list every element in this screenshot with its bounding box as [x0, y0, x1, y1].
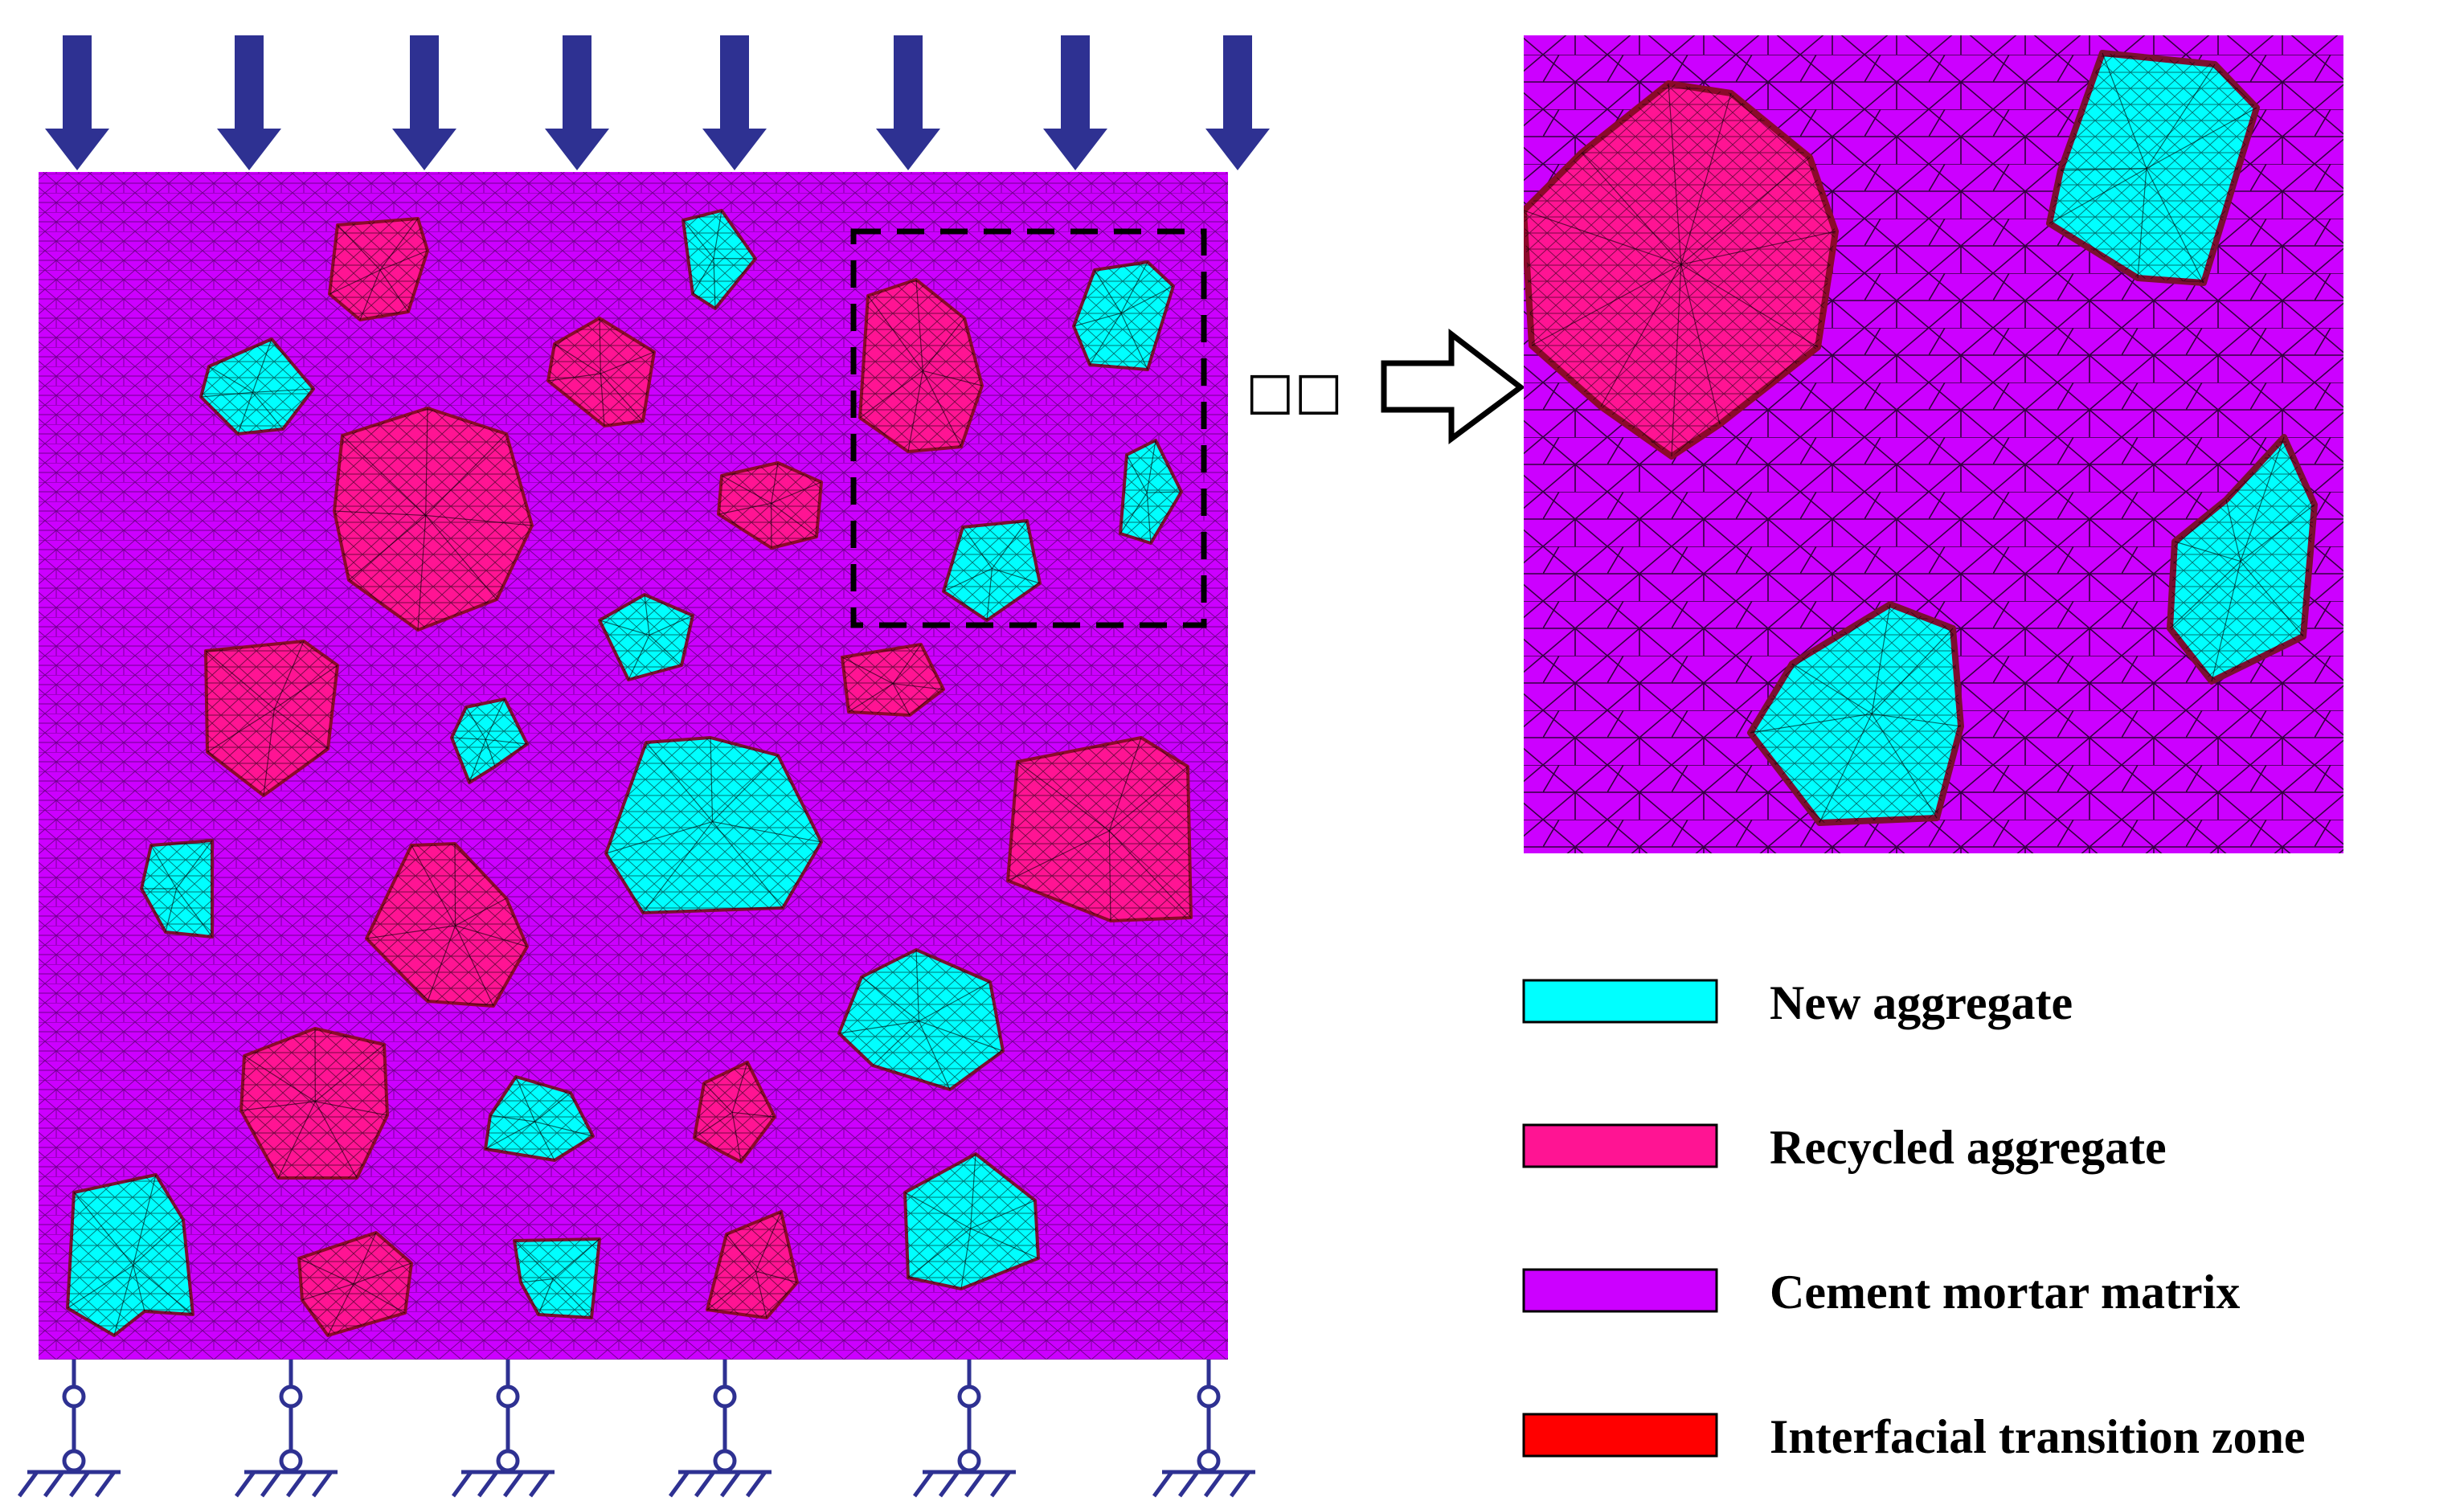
recycled-aggregate-20 [239, 1027, 389, 1180]
new-aggregate-19 [837, 948, 1005, 1091]
recycled-aggregate-25 [297, 1231, 413, 1337]
new-aggregate-26-mesh [514, 1239, 600, 1318]
recycled-aggregate-8-mesh [718, 463, 821, 548]
legend-item-new-aggregate: New aggregate [1522, 976, 2073, 1029]
recycled-aggregate-27 [706, 1210, 799, 1319]
zoom-arrow-icon [1381, 328, 1525, 444]
recycled-aggregate-1 [328, 217, 429, 321]
new-aggregate-24-mesh [68, 1175, 193, 1335]
new-aggregate-21 [484, 1075, 595, 1162]
recycled-aggregate-25-mesh [299, 1233, 411, 1335]
roller-support-icon [17, 1360, 121, 1498]
zoom-new-aggregate-3 [2167, 434, 2318, 685]
recycled-aggregate-6 [858, 278, 984, 453]
zoom-new-aggregate-2 [2046, 50, 2260, 286]
recycled-aggregate-16 [1006, 736, 1193, 922]
legend-swatch [1522, 1268, 1718, 1313]
recycled-aggregate-12 [841, 643, 945, 717]
legend-label: New aggregate [1770, 976, 2073, 1029]
new-aggregate-24 [66, 1173, 194, 1337]
roller-supports [17, 1360, 1255, 1498]
legend-swatch [1522, 1413, 1718, 1458]
new-aggregate-2 [681, 209, 757, 310]
recycled-aggregate-16-mesh [1008, 738, 1191, 921]
recycled-aggregate-13 [204, 640, 339, 797]
new-aggregate-11 [598, 593, 694, 681]
recycled-aggregate-3 [546, 317, 656, 427]
recycled-aggregate-5-mesh [334, 408, 532, 630]
zoom-aggregates [1524, 50, 2318, 826]
zoom-new-aggregate-4 [1747, 601, 1964, 826]
new-aggregate-7 [1072, 260, 1175, 371]
recycled-aggregate-6-mesh [860, 280, 982, 452]
new-aggregate-14 [450, 697, 529, 784]
roller-support-icon [1152, 1360, 1255, 1498]
zoom-indicator-glyphs: □□ [1246, 362, 1343, 421]
recycled-aggregate-1-mesh [329, 219, 428, 320]
new-aggregate-17 [140, 839, 214, 939]
zoom-recycled-aggregate-1-mesh [1524, 84, 1836, 456]
roller-support-icon [234, 1360, 338, 1498]
new-aggregate-11-mesh [600, 595, 693, 680]
zoom-new-aggregate-2-mesh [2049, 53, 2257, 283]
new-aggregate-26 [513, 1237, 601, 1319]
new-aggregate-9 [1119, 439, 1183, 545]
roller-support-icon [668, 1360, 772, 1498]
recycled-aggregate-8 [717, 461, 823, 550]
load-arrow-icon [545, 35, 609, 170]
new-aggregate-7-mesh [1074, 262, 1173, 370]
recycled-aggregate-12-mesh [842, 644, 943, 715]
new-aggregate-23-mesh [905, 1154, 1038, 1289]
recycled-aggregate-5 [333, 407, 534, 632]
load-arrow-icon [876, 35, 940, 170]
recycled-aggregate-18 [365, 842, 529, 1008]
new-aggregate-23 [903, 1152, 1040, 1290]
new-aggregate-14-mesh [452, 699, 527, 783]
aggregates [66, 209, 1193, 1337]
recycled-aggregate-18-mesh [366, 844, 527, 1006]
zoomed-detail-view [1524, 35, 2343, 853]
load-arrow-icon [217, 35, 281, 170]
recycled-aggregate-13-mesh [206, 641, 338, 795]
load-arrow-icon [45, 35, 109, 170]
load-arrow-icon [1205, 35, 1270, 170]
load-arrow-icon [1043, 35, 1107, 170]
roller-support-icon [451, 1360, 555, 1498]
new-aggregate-4-mesh [201, 339, 313, 434]
legend-label: Recycled aggregate [1770, 1121, 2167, 1174]
load-arrow-icon [702, 35, 767, 170]
zoom-recycled-aggregate-1 [1524, 80, 1839, 460]
new-aggregate-15 [604, 736, 823, 914]
new-aggregate-2-mesh [683, 211, 755, 309]
legend-item-cement-mortar-matrix: Cement mortar matrix [1522, 1266, 2240, 1319]
new-aggregate-4 [199, 337, 315, 436]
load-arrows [45, 35, 1270, 170]
legend-item-interfacial-transition-zone: Interfacial transition zone [1522, 1410, 2306, 1463]
legend-swatch [1522, 1123, 1718, 1168]
legend-label: Interfacial transition zone [1770, 1410, 2306, 1463]
legend-label: Cement mortar matrix [1770, 1266, 2240, 1319]
specimen-mesh-model [39, 172, 1228, 1360]
legend-swatch [1522, 979, 1718, 1024]
recycled-aggregate-22 [693, 1061, 776, 1164]
recycled-aggregate-3-mesh [548, 318, 654, 426]
new-aggregate-10 [942, 519, 1042, 622]
zoom-selection-box [850, 228, 1207, 628]
recycled-aggregate-22-mesh [694, 1062, 775, 1162]
new-aggregate-15-mesh [606, 738, 821, 913]
legend-item-recycled-aggregate: Recycled aggregate [1522, 1121, 2167, 1174]
zoom-new-aggregate-4-mesh [1750, 604, 1961, 823]
new-aggregate-9-mesh [1120, 440, 1181, 543]
legend: New aggregate Recycled aggregate Cement … [1522, 976, 2306, 1463]
roller-support-icon [912, 1360, 1016, 1498]
load-arrow-icon [392, 35, 456, 170]
zoom-new-aggregate-3-mesh [2170, 437, 2315, 681]
